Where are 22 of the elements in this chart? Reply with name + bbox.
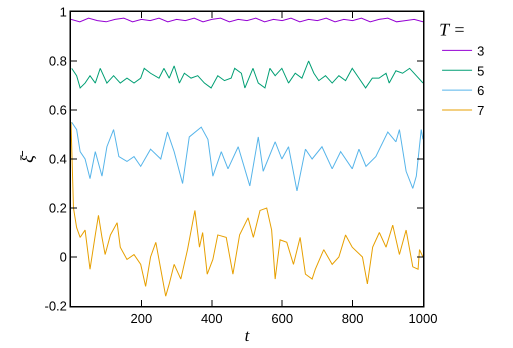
x-axis-title: t: [244, 326, 251, 346]
y-tick-label: 0: [60, 250, 67, 265]
legend-label: 6: [477, 83, 484, 98]
y-tick-label: -0.2: [44, 298, 67, 314]
line-series: [71, 122, 423, 297]
y-tick-label: 1: [60, 4, 67, 20]
x-tick-label: 400: [200, 311, 223, 326]
legend-label: 5: [477, 63, 484, 78]
x-tick-label: 800: [342, 311, 364, 326]
y-tick-label: 0.6: [48, 102, 67, 118]
legend-title: T =: [439, 19, 466, 40]
x-tick-label: 600: [271, 311, 294, 326]
y-tick-label: 0.8: [48, 54, 67, 69]
line-series: [71, 60, 423, 88]
y-tick-label: 0.2: [48, 200, 67, 216]
x-tick-label: 1000: [408, 311, 438, 326]
legend-label: 7: [477, 103, 484, 118]
line-series: [71, 122, 423, 192]
x-tick-label: 200: [130, 311, 152, 326]
y-tick-label: 0.4: [48, 152, 67, 167]
y-axis-title: ξ̄: [16, 150, 37, 163]
legend-label: 3: [477, 43, 484, 58]
